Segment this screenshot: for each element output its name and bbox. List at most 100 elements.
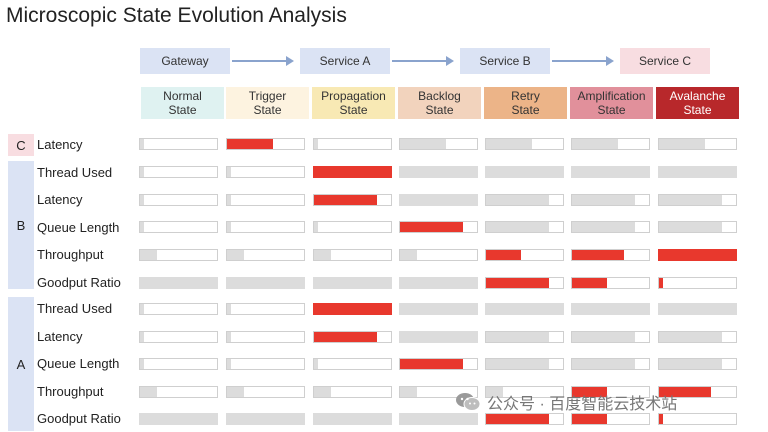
normal-level-bar (227, 167, 231, 177)
metric-cell (139, 303, 218, 315)
metric-cell (399, 194, 478, 206)
flow-arrow (232, 56, 294, 66)
normal-level-bar (572, 139, 619, 149)
metric-cell (399, 221, 478, 233)
state-header-5: Amplification State (570, 87, 653, 119)
metric-cell (226, 277, 305, 289)
state-header-0: Normal State (141, 87, 224, 119)
metric-cell (399, 277, 478, 289)
normal-level-bar (572, 359, 636, 369)
state-header-1: Trigger State (226, 87, 309, 119)
metric-cell (399, 386, 478, 398)
normal-level-bar (486, 222, 550, 232)
metric-cell (485, 331, 564, 343)
normal-level-bar (227, 222, 231, 232)
state-line1: Propagation (321, 89, 386, 103)
state-line2: State (511, 103, 540, 117)
service-box-3: Service C (620, 48, 710, 74)
normal-level-bar (400, 387, 417, 397)
metric-label: Queue Length (37, 356, 120, 371)
metric-cell (226, 358, 305, 370)
abnormal-level-bar (659, 278, 663, 288)
state-line2: State (253, 103, 282, 117)
metric-cell (399, 138, 478, 150)
state-line2: State (597, 103, 626, 117)
metric-cell (485, 413, 564, 425)
metric-cell (313, 386, 392, 398)
metric-cell (313, 166, 392, 178)
metric-cell (139, 221, 218, 233)
normal-level-bar (227, 332, 231, 342)
metric-cell (313, 277, 392, 289)
metric-cell (571, 221, 650, 233)
abnormal-level-bar (400, 359, 464, 369)
state-line1: Retry (511, 89, 540, 103)
normal-level-bar (659, 195, 723, 205)
metric-cell (226, 194, 305, 206)
normal-level-bar (659, 359, 723, 369)
metric-cell (139, 277, 218, 289)
watermark: 公众号 · 百度智能云技术站 (455, 390, 677, 414)
abnormal-level-bar (314, 304, 391, 314)
metric-cell (571, 331, 650, 343)
page-title: Microscopic State Evolution Analysis (6, 4, 347, 27)
normal-level-bar (314, 359, 318, 369)
metric-cell (139, 386, 218, 398)
metric-cell (399, 358, 478, 370)
abnormal-level-bar (314, 167, 391, 177)
metric-cell (485, 138, 564, 150)
metric-cell (313, 413, 392, 425)
metric-cell (226, 138, 305, 150)
normal-level-bar (314, 250, 331, 260)
normal-level-bar (227, 304, 231, 314)
normal-level-bar (140, 195, 144, 205)
normal-level-bar (140, 332, 144, 342)
metric-label: Thread Used (37, 301, 113, 316)
state-line1: Trigger (248, 89, 287, 103)
metric-cell (399, 331, 478, 343)
abnormal-level-bar (572, 387, 607, 397)
normal-level-bar (227, 387, 244, 397)
state-line2: State (339, 103, 368, 117)
metric-cell (313, 249, 392, 261)
group-label-C: C (8, 134, 34, 156)
state-header-6: Avalanche State (656, 87, 739, 119)
metric-cell (658, 249, 737, 261)
normal-level-bar (659, 332, 723, 342)
metric-label: Latency (37, 329, 83, 344)
metric-cell (399, 166, 478, 178)
normal-level-bar (659, 222, 723, 232)
metric-label: Throughput (37, 384, 104, 399)
metric-cell (571, 166, 650, 178)
metric-label: Latency (37, 137, 83, 152)
metric-cell (658, 166, 737, 178)
abnormal-level-bar (486, 414, 550, 424)
metric-label: Thread Used (37, 165, 113, 180)
metric-cell (658, 303, 737, 315)
metric-cell (139, 249, 218, 261)
normal-level-bar (140, 304, 144, 314)
state-header-3: Backlog State (398, 87, 481, 119)
metric-cell (226, 303, 305, 315)
wechat-icon (456, 393, 481, 411)
metric-cell (226, 413, 305, 425)
state-line2: State (168, 103, 197, 117)
normal-level-bar (659, 139, 706, 149)
state-line2: State (425, 103, 454, 117)
metric-label: Latency (37, 192, 83, 207)
normal-level-bar (140, 359, 144, 369)
metric-cell (139, 331, 218, 343)
normal-level-bar (140, 167, 144, 177)
metric-cell (139, 413, 218, 425)
normal-level-bar (314, 387, 331, 397)
metric-cell (485, 166, 564, 178)
abnormal-level-bar (400, 222, 464, 232)
abnormal-level-bar (486, 278, 550, 288)
metric-cell (571, 194, 650, 206)
metric-label: Queue Length (37, 220, 120, 235)
normal-level-bar (572, 222, 636, 232)
metric-label: Goodput Ratio (37, 411, 121, 426)
metric-cell (399, 249, 478, 261)
normal-level-bar (140, 139, 144, 149)
normal-level-bar (314, 139, 318, 149)
